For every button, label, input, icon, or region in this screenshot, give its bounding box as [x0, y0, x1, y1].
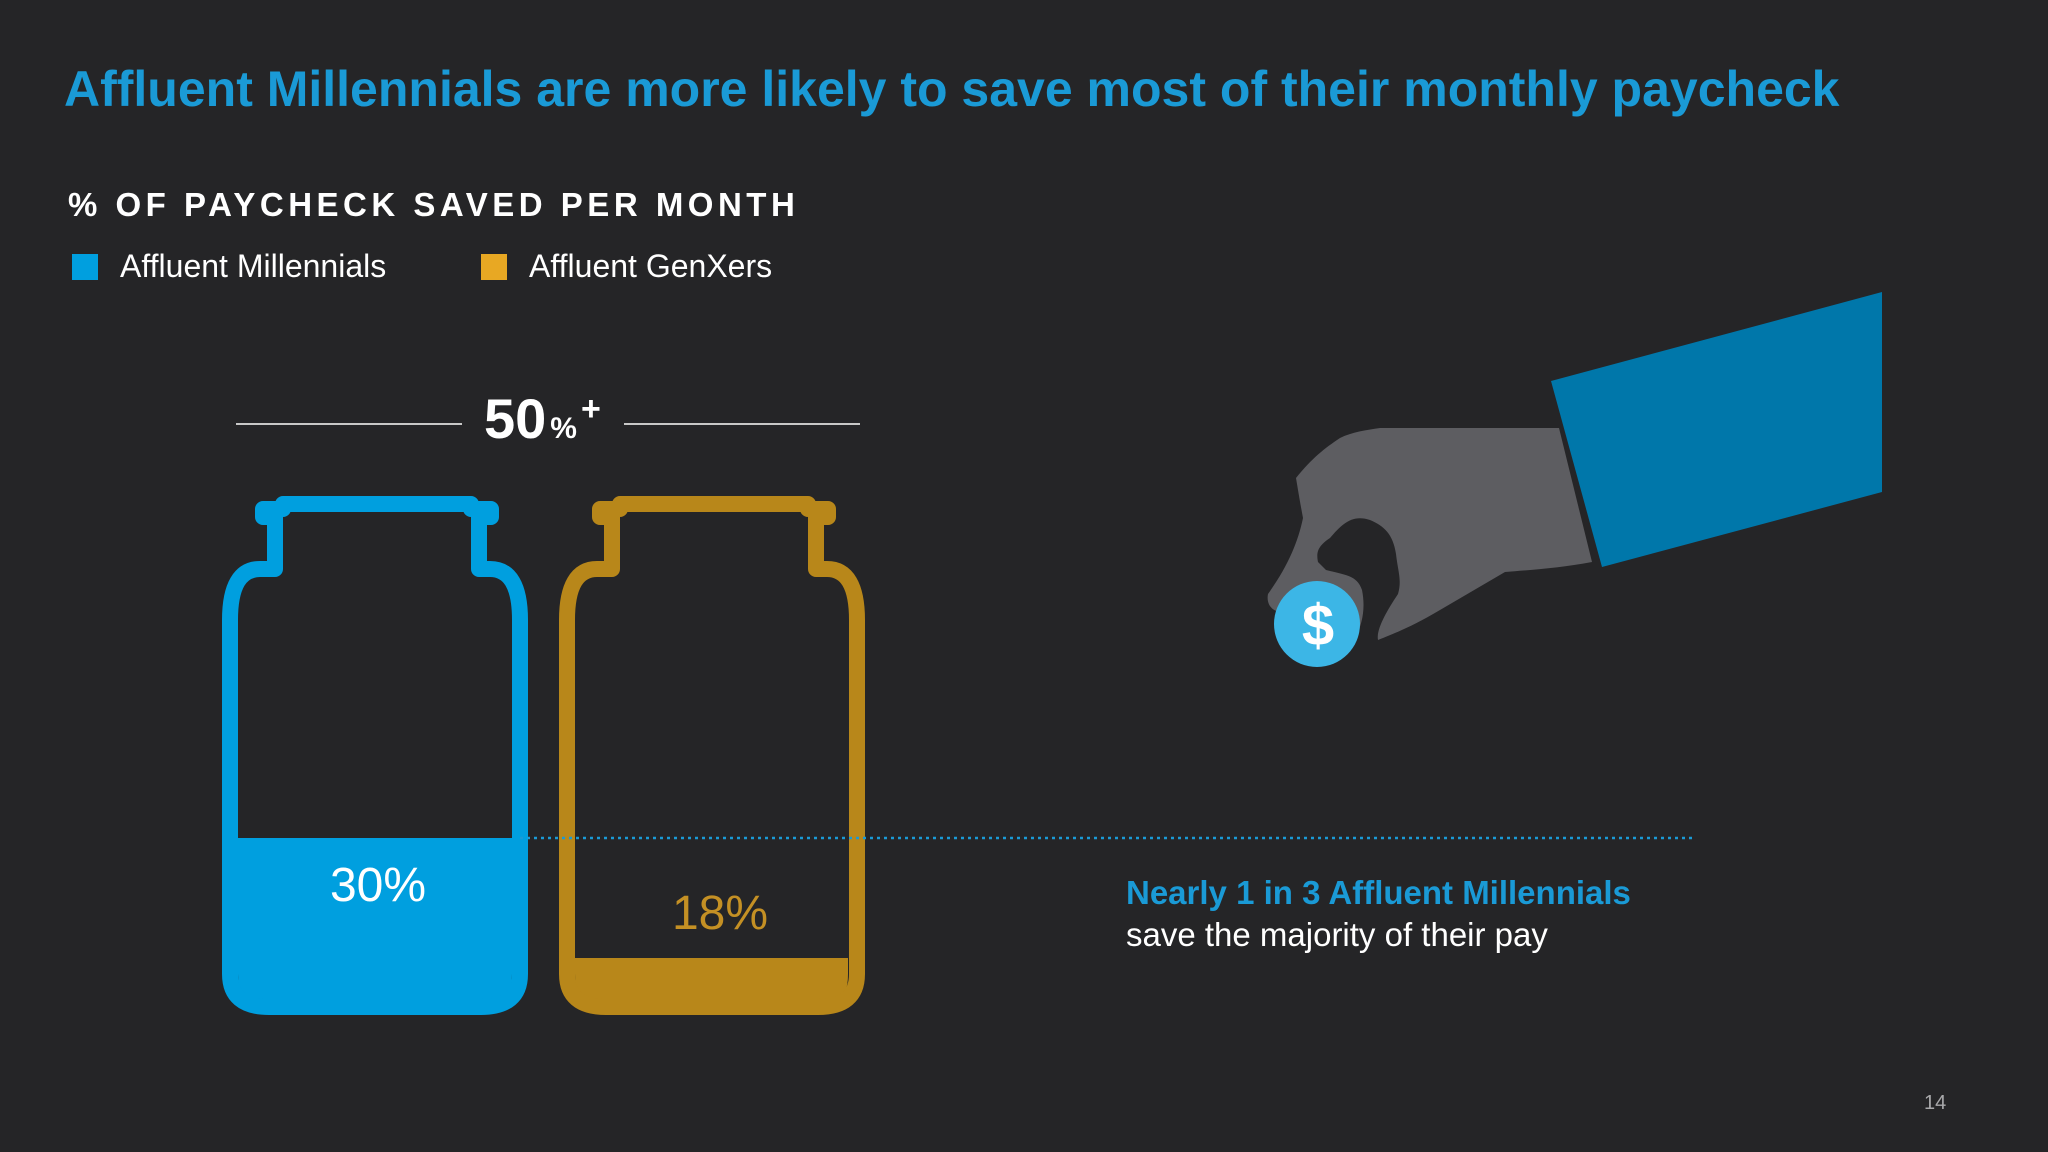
category-label: 50 %+ [484, 387, 601, 450]
legend-item-genxers: Affluent GenXers [481, 248, 772, 285]
legend-item-millennials: Affluent Millennials [72, 248, 386, 285]
bar-jar-outline-genxers [559, 496, 865, 1015]
bar-millennials: 30% [222, 496, 528, 1015]
page-number: 14 [1924, 1092, 1947, 1114]
page-title: Affluent Millennials are more likely to … [64, 61, 1840, 117]
legend-swatch-millennials [72, 253, 98, 280]
callout-headline: Nearly 1 in 3 Affluent Millennials [1126, 874, 1631, 911]
bar-genxers: 18% [559, 496, 865, 1015]
bar-value-label-millennials: 30% [330, 859, 426, 912]
legend-label-millennials: Affluent Millennials [120, 248, 387, 284]
legend-label-genxers: Affluent GenXers [529, 248, 773, 284]
bar-jar-outline-millennials [222, 496, 528, 1015]
hand-holding-coin-icon: $ [1267, 292, 1882, 667]
sleeve-shape [1551, 292, 1882, 567]
bar-value-label-genxers: 18% [672, 887, 768, 940]
bar-fill-millennials [238, 838, 512, 1015]
callout-body: save the majority of their pay [1126, 916, 1548, 953]
chart-title: % OF PAYCHECK SAVED PER MONTH [68, 186, 800, 223]
dollar-coin-icon [1274, 581, 1360, 667]
dollar-coin-symbol: $ [1302, 593, 1334, 658]
callout: Nearly 1 in 3 Affluent Millennials save … [1126, 872, 1631, 956]
legend-swatch-genxers [481, 253, 507, 280]
